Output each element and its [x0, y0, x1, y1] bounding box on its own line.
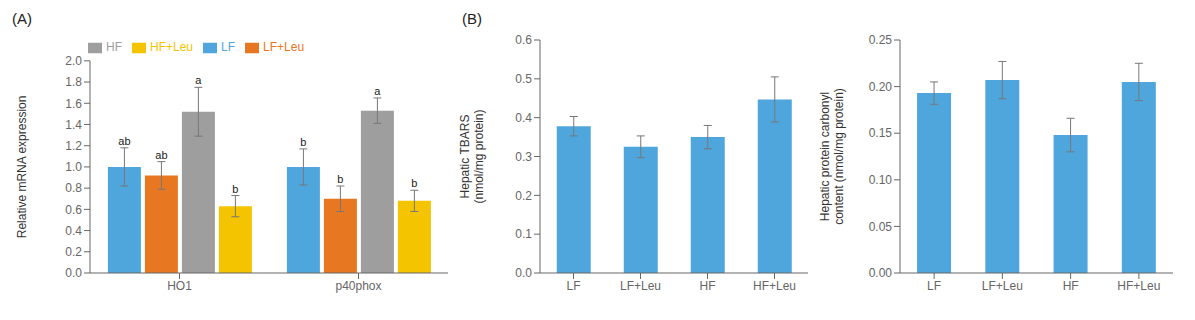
- svg-text:HF: HF: [700, 279, 716, 293]
- svg-text:ab: ab: [155, 149, 167, 161]
- svg-text:0.8: 0.8: [65, 181, 82, 195]
- svg-text:0.3: 0.3: [515, 150, 532, 164]
- svg-text:0.00: 0.00: [869, 266, 893, 280]
- html-text:LF+Leu: LF+Leu: [263, 40, 305, 54]
- svg-text:2.0: 2.0: [65, 54, 82, 68]
- svg-text:0.20: 0.20: [869, 80, 893, 94]
- svg-text:0.6: 0.6: [515, 33, 532, 47]
- svg-text:0.10: 0.10: [869, 173, 893, 187]
- svg-text:Relative mRNA expression: Relative mRNA expression: [15, 96, 29, 239]
- svg-text:0.0: 0.0: [65, 266, 82, 280]
- svg-text:Hepatic TBARS(nmol/mg protein): Hepatic TBARS(nmol/mg protein): [458, 109, 486, 203]
- html-text:LF: LF: [221, 40, 235, 54]
- svg-text:a: a: [374, 85, 381, 97]
- svg-text:0.2: 0.2: [515, 189, 532, 203]
- svg-text:0.0: 0.0: [515, 266, 532, 280]
- html-text:(B): (B): [462, 10, 482, 27]
- svg-text:0.4: 0.4: [515, 111, 532, 125]
- svg-text:1.6: 1.6: [65, 97, 82, 111]
- svg-text:Hepatic protein carbonylconten: Hepatic protein carbonylcontent (nmol/mg…: [818, 88, 846, 225]
- svg-text:b: b: [411, 177, 417, 189]
- svg-text:HF: HF: [1063, 279, 1079, 293]
- svg-text:0.4: 0.4: [65, 224, 82, 238]
- svg-text:LF+Leu: LF+Leu: [620, 279, 661, 293]
- svg-text:0.05: 0.05: [869, 220, 893, 234]
- svg-text:0.15: 0.15: [869, 126, 893, 140]
- svg-text:0.25: 0.25: [869, 33, 893, 47]
- svg-text:0.2: 0.2: [65, 245, 82, 259]
- svg-text:1.0: 1.0: [65, 160, 82, 174]
- svg-text:LF+Leu: LF+Leu: [982, 279, 1023, 293]
- svg-text:HO1: HO1: [167, 279, 192, 293]
- svg-text:p40phox: p40phox: [335, 279, 381, 293]
- svg-text:1.2: 1.2: [65, 139, 82, 153]
- svg-text:0.6: 0.6: [65, 203, 82, 217]
- html-text:HF: HF: [106, 40, 122, 54]
- svg-text:1.4: 1.4: [65, 118, 82, 132]
- svg-text:1.8: 1.8: [65, 75, 82, 89]
- svg-text:HF+Leu: HF+Leu: [1117, 279, 1160, 293]
- svg-text:LF: LF: [927, 279, 941, 293]
- svg-text:HF+Leu: HF+Leu: [753, 279, 796, 293]
- svg-text:LF: LF: [566, 279, 580, 293]
- html-text:HF+Leu: HF+Leu: [150, 40, 193, 54]
- svg-text:b: b: [300, 136, 306, 148]
- svg-text:a: a: [195, 74, 202, 86]
- svg-text:0.1: 0.1: [515, 227, 532, 241]
- svg-text:b: b: [232, 183, 238, 195]
- html-text:(A): (A): [12, 10, 32, 27]
- svg-text:b: b: [337, 173, 343, 185]
- svg-text:0.5: 0.5: [515, 72, 532, 86]
- svg-text:ab: ab: [118, 135, 130, 147]
